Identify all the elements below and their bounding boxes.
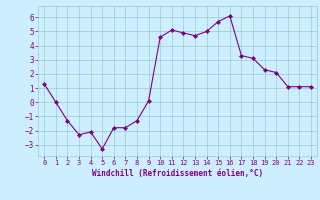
X-axis label: Windchill (Refroidissement éolien,°C): Windchill (Refroidissement éolien,°C) — [92, 169, 263, 178]
